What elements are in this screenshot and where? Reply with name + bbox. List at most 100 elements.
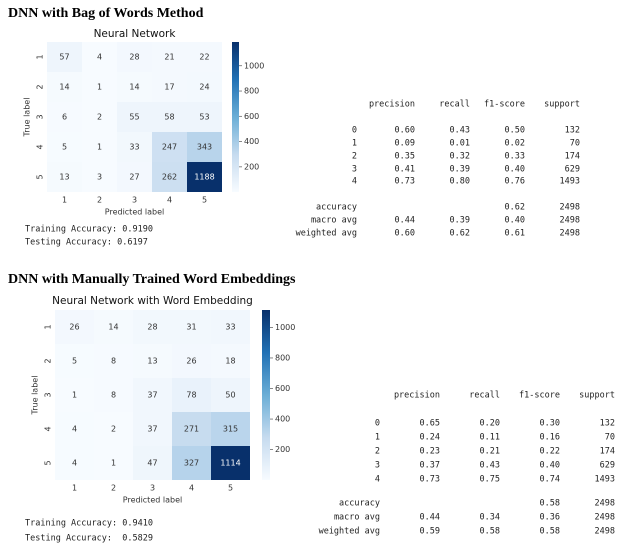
report-cell: 0.43 xyxy=(450,126,470,136)
cell-value: 22 xyxy=(199,53,209,62)
heatmap-cell xyxy=(187,132,222,162)
y-tick-label: 1 xyxy=(36,54,45,59)
report-cell: 2498 xyxy=(560,216,580,226)
report-cell: 0.75 xyxy=(480,475,500,485)
section-title: DNN with Manually Trained Word Embedding… xyxy=(8,272,296,287)
cell-value: 6 xyxy=(62,113,67,122)
cell-value: 271 xyxy=(184,425,199,434)
cell-value: 8 xyxy=(111,357,116,366)
cell-value: 327 xyxy=(184,459,199,468)
x-tick-label: 3 xyxy=(132,196,137,205)
report-row-label: 2 xyxy=(375,447,380,457)
report-cell: 0.02 xyxy=(505,139,525,149)
cell-value: 1 xyxy=(72,391,77,400)
heatmap-cell xyxy=(47,132,82,162)
report-cell: 0.59 xyxy=(420,527,440,537)
report-header: f1-score xyxy=(484,100,525,110)
report-cell: 0.65 xyxy=(420,419,440,429)
report-cell: 0.35 xyxy=(395,152,415,162)
report-cell: 0.22 xyxy=(540,447,560,457)
cell-value: 1 xyxy=(111,459,116,468)
report-cell: 0.73 xyxy=(395,177,415,187)
heatmap-cell xyxy=(211,310,250,344)
report-cell: 0.58 xyxy=(540,499,560,509)
report-header: support xyxy=(544,100,580,110)
report-cell: 0.09 xyxy=(395,139,415,149)
colorbar-tick-label: 400 xyxy=(244,137,259,146)
report-cell: 629 xyxy=(600,461,615,471)
y-tick-label: 2 xyxy=(44,358,53,363)
report-cell: 0.62 xyxy=(450,229,470,239)
report-cell: 0.23 xyxy=(420,447,440,457)
report-cell: 1493 xyxy=(560,177,580,187)
report-row-label: accuracy xyxy=(316,203,357,213)
report-cell: 0.39 xyxy=(450,216,470,226)
heatmap-cell xyxy=(55,344,94,378)
cell-value: 78 xyxy=(186,391,196,400)
heatmap-cell xyxy=(172,412,211,446)
colorbar-tick-label: 600 xyxy=(244,112,259,121)
report-cell: 0.50 xyxy=(505,126,525,136)
heatmap-cell xyxy=(117,72,152,102)
heatmap-cell xyxy=(187,162,222,192)
report-row-label: 0 xyxy=(375,419,380,429)
x-tick-label: 5 xyxy=(202,196,207,205)
cell-value: 33 xyxy=(129,143,139,152)
report-row-label: 1 xyxy=(352,139,357,149)
cell-value: 4 xyxy=(72,459,77,468)
heatmap-cell xyxy=(172,310,211,344)
heatmap-cell xyxy=(211,412,250,446)
y-tick-label: 3 xyxy=(36,114,45,119)
report-cell: 132 xyxy=(565,126,580,136)
heatmap-cell xyxy=(55,412,94,446)
heatmap-cell xyxy=(133,310,172,344)
report-header: recall xyxy=(469,391,500,401)
report-row-label: 4 xyxy=(352,177,357,187)
heatmap-cell xyxy=(133,378,172,412)
cell-value: 21 xyxy=(164,53,174,62)
accuracy-line: Training Accuracy: 0.9410 xyxy=(25,519,153,529)
x-tick-label: 2 xyxy=(111,484,116,493)
heatmap-cell xyxy=(82,162,117,192)
y-tick-label: 4 xyxy=(36,144,45,149)
y-tick-label: 5 xyxy=(44,460,53,465)
report-cell: 0.32 xyxy=(450,152,470,162)
colorbar-tick-label: 800 xyxy=(244,87,259,96)
x-tick-label: 5 xyxy=(228,484,233,493)
heatmap-title: Neural Network xyxy=(94,28,177,40)
report-cell: 0.60 xyxy=(395,229,415,239)
report-cell: 0.44 xyxy=(395,216,415,226)
heatmap-cell xyxy=(82,132,117,162)
report-cell: 0.21 xyxy=(480,447,500,457)
heatmap-cell xyxy=(133,446,172,480)
heatmap-cell xyxy=(117,102,152,132)
heatmap-cell xyxy=(133,412,172,446)
cell-value: 53 xyxy=(199,113,209,122)
heatmap-cell xyxy=(94,310,133,344)
colorbar xyxy=(232,42,239,192)
report-cell: 70 xyxy=(570,139,580,149)
report-header: recall xyxy=(439,100,470,110)
cell-value: 57 xyxy=(59,53,69,62)
heatmap-cell xyxy=(82,102,117,132)
heatmap-cell xyxy=(47,102,82,132)
section-title: DNN with Bag of Words Method xyxy=(8,6,204,21)
cell-value: 5 xyxy=(72,357,77,366)
report-cell: 132 xyxy=(600,419,615,429)
report-row-label: weighted avg xyxy=(319,527,380,537)
heatmap-cell xyxy=(211,446,250,480)
report-header: precision xyxy=(394,391,440,401)
report-row-label: accuracy xyxy=(339,499,380,509)
accuracy-line: Training Accuracy: 0.9190 xyxy=(25,225,153,235)
colorbar xyxy=(262,310,270,480)
report-cell: 0.76 xyxy=(505,177,525,187)
report-row-label: 1 xyxy=(375,433,380,443)
heatmap-cell xyxy=(117,162,152,192)
cell-value: 17 xyxy=(164,83,174,92)
heatmap-cell xyxy=(117,132,152,162)
heatmap-cell xyxy=(172,344,211,378)
cell-value: 58 xyxy=(164,113,174,122)
cell-value: 14 xyxy=(129,83,139,92)
report-row-label: 3 xyxy=(375,461,380,471)
